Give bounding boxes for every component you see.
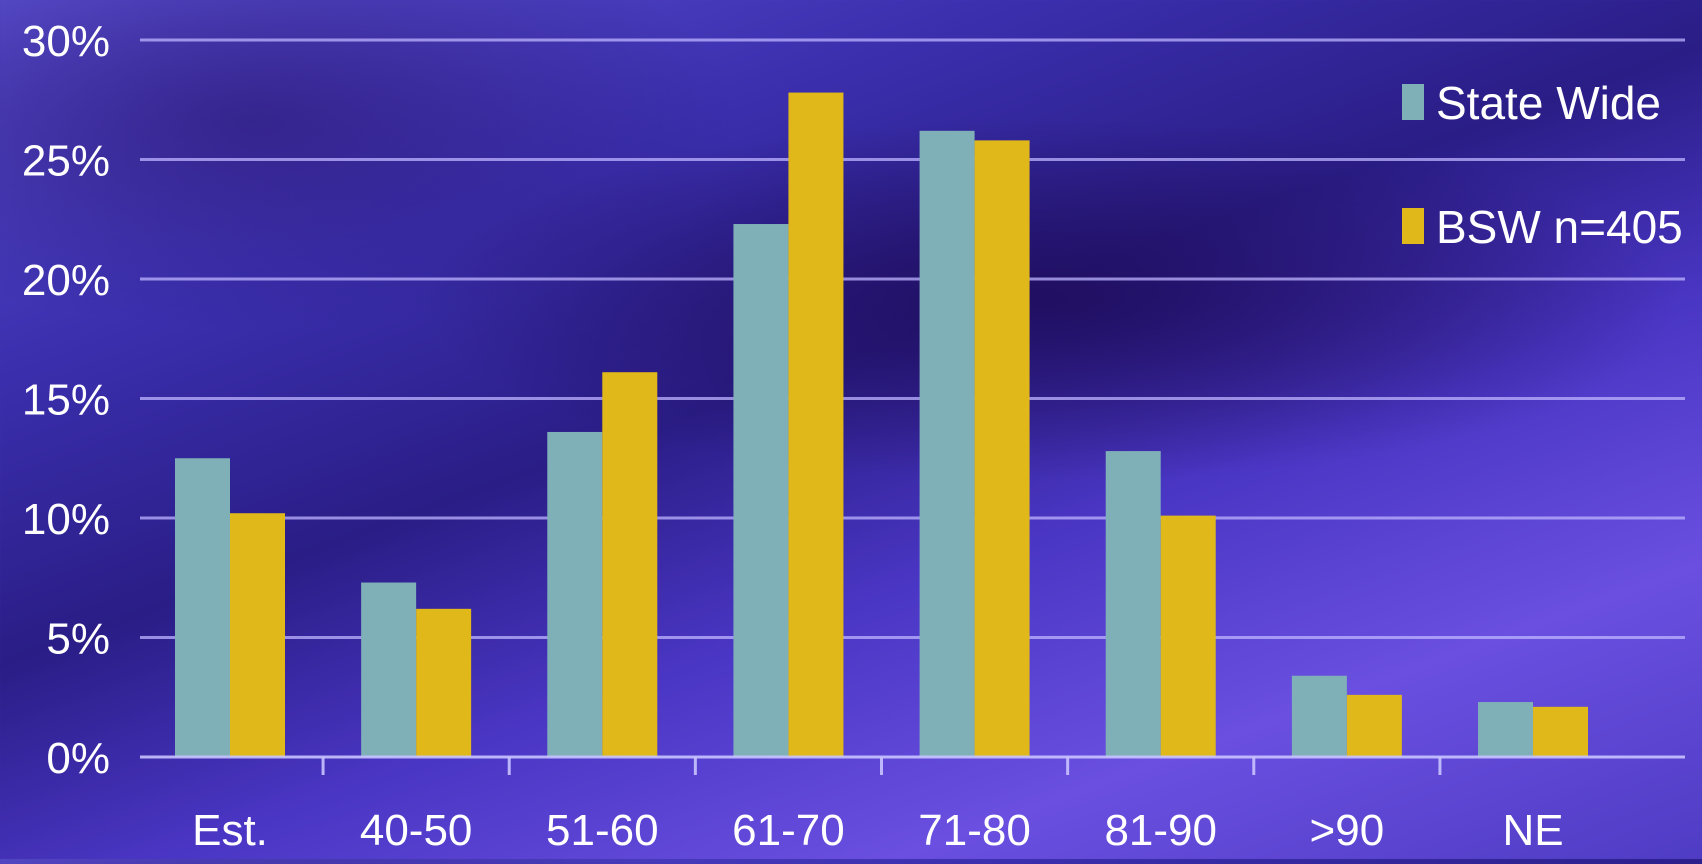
bar	[1346, 694, 1402, 757]
x-tick-label: 40-50	[360, 806, 473, 855]
y-tick-label: 5%	[46, 615, 110, 664]
bar	[919, 130, 975, 757]
x-tick-label: >90	[1310, 806, 1385, 855]
bars	[175, 92, 1589, 757]
legend: State Wide BSW n=405	[1402, 77, 1683, 253]
bar	[1105, 451, 1161, 757]
x-tick-label: Est.	[192, 806, 268, 855]
bar	[547, 431, 603, 757]
bar	[230, 513, 285, 757]
bar	[1291, 675, 1347, 757]
bar	[1533, 706, 1589, 757]
y-tick-label: 10%	[22, 495, 110, 544]
y-tick-label: 20%	[22, 256, 110, 305]
y-tick-label: 15%	[22, 376, 110, 425]
bar	[175, 458, 230, 757]
bar	[788, 92, 844, 757]
y-tick-label: 0%	[46, 734, 110, 783]
legend-label: State Wide	[1436, 77, 1661, 129]
x-tick-label: NE	[1502, 806, 1563, 855]
legend-label: BSW n=405	[1436, 201, 1683, 253]
legend-swatch	[1402, 208, 1424, 244]
gridlines	[140, 38, 1685, 639]
bar	[416, 608, 472, 757]
x-tick-label: 61-70	[732, 806, 845, 855]
y-tick-label: 25%	[22, 137, 110, 186]
bar	[1160, 515, 1216, 757]
x-tick-label: 71-80	[918, 806, 1031, 855]
axes: 0% 5% 10% 15% 20% 25% 30% Est. 40-50 51-60 61-70 71…	[22, 17, 1685, 855]
y-tick-label: 30%	[22, 17, 110, 66]
x-tick-label: 51-60	[546, 806, 659, 855]
bar	[602, 372, 658, 757]
bar	[361, 582, 417, 757]
legend-swatch	[1402, 84, 1424, 120]
bar	[733, 224, 789, 757]
bar	[1478, 702, 1534, 757]
x-tick-label: 81-90	[1104, 806, 1217, 855]
bar	[974, 140, 1030, 757]
